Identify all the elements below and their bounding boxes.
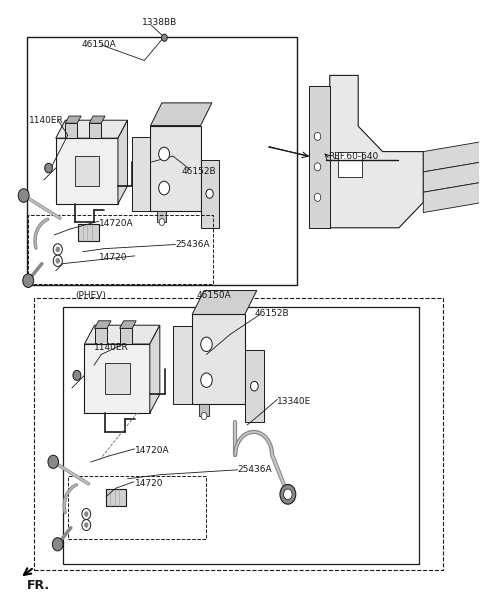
Text: 13340E: 13340E xyxy=(277,397,312,406)
Circle shape xyxy=(53,255,62,267)
Bar xyxy=(84,344,150,413)
Bar xyxy=(56,138,118,204)
Circle shape xyxy=(159,219,165,225)
Polygon shape xyxy=(423,137,480,172)
Polygon shape xyxy=(95,321,111,328)
Bar xyxy=(105,363,130,394)
Circle shape xyxy=(201,373,212,388)
Polygon shape xyxy=(118,120,128,204)
Polygon shape xyxy=(192,314,245,404)
Circle shape xyxy=(251,382,258,391)
Circle shape xyxy=(159,181,169,195)
Polygon shape xyxy=(151,126,201,211)
Bar xyxy=(27,37,298,285)
Polygon shape xyxy=(84,325,160,344)
Text: 14720: 14720 xyxy=(99,253,127,262)
Text: 14720A: 14720A xyxy=(99,219,133,228)
Circle shape xyxy=(280,485,296,504)
Circle shape xyxy=(82,509,91,519)
Polygon shape xyxy=(201,160,219,228)
Text: FR.: FR. xyxy=(27,579,50,592)
Polygon shape xyxy=(423,157,480,192)
Polygon shape xyxy=(120,321,136,328)
Circle shape xyxy=(52,538,63,551)
Circle shape xyxy=(82,519,91,531)
Bar xyxy=(199,404,209,416)
Polygon shape xyxy=(56,120,128,138)
Text: 25436A: 25436A xyxy=(238,465,272,474)
Text: 14720: 14720 xyxy=(135,479,163,488)
Text: 46150A: 46150A xyxy=(82,40,117,50)
Bar xyxy=(28,215,213,284)
Circle shape xyxy=(161,34,167,41)
Circle shape xyxy=(314,132,321,140)
Bar xyxy=(95,328,107,344)
Polygon shape xyxy=(89,116,105,123)
Circle shape xyxy=(48,455,59,468)
Bar xyxy=(157,211,167,222)
Circle shape xyxy=(314,163,321,171)
Circle shape xyxy=(45,164,52,173)
Circle shape xyxy=(18,189,29,202)
Bar xyxy=(68,476,206,539)
Circle shape xyxy=(56,247,60,252)
Bar xyxy=(338,152,362,177)
Circle shape xyxy=(201,413,207,420)
Text: 1140ER: 1140ER xyxy=(28,116,63,125)
Circle shape xyxy=(84,512,88,517)
Text: 25436A: 25436A xyxy=(175,240,210,249)
Polygon shape xyxy=(150,325,160,413)
Polygon shape xyxy=(245,350,264,422)
Polygon shape xyxy=(132,137,151,211)
Bar xyxy=(106,489,126,506)
Text: (PHEV): (PHEV) xyxy=(75,291,106,300)
Text: REF.60-640: REF.60-640 xyxy=(328,152,379,161)
Circle shape xyxy=(73,370,81,380)
Polygon shape xyxy=(423,177,480,213)
Bar xyxy=(65,123,77,138)
Circle shape xyxy=(159,147,169,161)
Bar xyxy=(63,307,420,564)
Circle shape xyxy=(201,337,212,352)
Polygon shape xyxy=(173,326,192,404)
Circle shape xyxy=(284,489,292,500)
Bar xyxy=(78,224,99,241)
Circle shape xyxy=(53,244,62,255)
Text: 46152B: 46152B xyxy=(181,167,216,176)
Text: 14720A: 14720A xyxy=(135,446,169,455)
Circle shape xyxy=(314,193,321,201)
Circle shape xyxy=(23,274,34,288)
Polygon shape xyxy=(310,86,330,228)
Polygon shape xyxy=(65,116,81,123)
Bar xyxy=(120,328,132,344)
Bar xyxy=(89,123,101,138)
Circle shape xyxy=(56,258,60,264)
Text: 1140ER: 1140ER xyxy=(94,343,129,352)
Bar xyxy=(75,156,99,186)
Bar xyxy=(34,298,444,570)
Polygon shape xyxy=(192,291,257,314)
Circle shape xyxy=(206,189,213,198)
Polygon shape xyxy=(330,75,423,228)
Circle shape xyxy=(84,522,88,528)
Text: 46152B: 46152B xyxy=(254,308,289,317)
Polygon shape xyxy=(151,103,212,126)
Text: 46150A: 46150A xyxy=(197,291,232,300)
Text: 1338BB: 1338BB xyxy=(142,19,177,28)
